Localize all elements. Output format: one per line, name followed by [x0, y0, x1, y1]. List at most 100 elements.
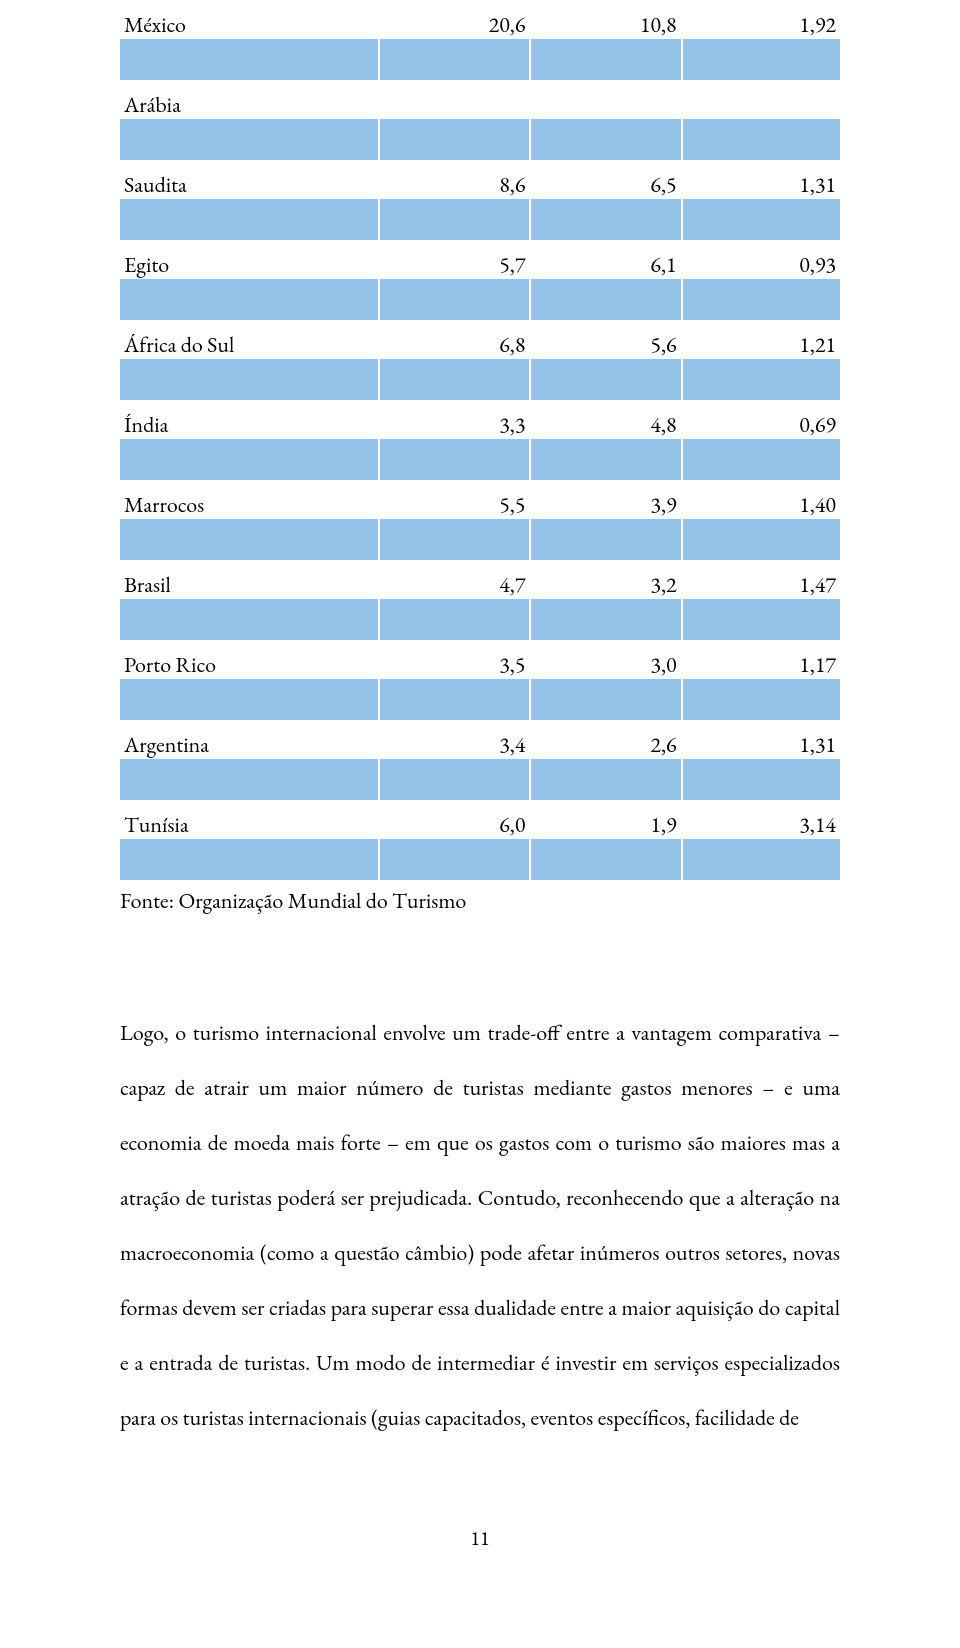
cell-col3: 10,8 [530, 0, 681, 39]
table-row-highlight [120, 679, 840, 720]
highlight-cell [379, 839, 530, 880]
highlight-cell [682, 519, 840, 560]
table-row-highlight [120, 199, 840, 240]
highlight-cell [682, 199, 840, 240]
cell-col3: 2,6 [530, 720, 681, 759]
cell-col3: 5,6 [530, 320, 681, 359]
cell-country: Argentina [120, 720, 379, 759]
body-paragraph: Logo, o turismo internacional envolve um… [120, 1005, 840, 1445]
highlight-cell [120, 199, 379, 240]
highlight-cell [379, 679, 530, 720]
body-text: Logo, o turismo internacional envolve um… [120, 1005, 840, 1445]
table-row: México20,610,81,92 [120, 0, 840, 39]
highlight-cell [379, 519, 530, 560]
page-number: 11 [120, 1525, 840, 1551]
cell-col3: 3,2 [530, 560, 681, 599]
table-row-highlight [120, 119, 840, 160]
table-row: Marrocos5,53,91,40 [120, 480, 840, 519]
highlight-cell [530, 119, 681, 160]
highlight-cell [120, 439, 379, 480]
table-row-highlight [120, 279, 840, 320]
cell-col3: 3,9 [530, 480, 681, 519]
highlight-cell [530, 839, 681, 880]
table-source: Fonte: Organização Mundial do Turismo [120, 886, 840, 915]
cell-country: Saudita [120, 160, 379, 199]
cell-col2 [379, 80, 530, 119]
table-row: Egito5,76,10,93 [120, 240, 840, 279]
cell-country: África do Sul [120, 320, 379, 359]
cell-col2: 8,6 [379, 160, 530, 199]
cell-col4: 1,31 [682, 720, 840, 759]
highlight-cell [379, 199, 530, 240]
cell-col3: 4,8 [530, 400, 681, 439]
cell-col3: 1,9 [530, 800, 681, 839]
highlight-cell [530, 439, 681, 480]
table-row-highlight [120, 599, 840, 640]
table-row: Saudita8,66,51,31 [120, 160, 840, 199]
cell-country: Porto Rico [120, 640, 379, 679]
cell-col4: 1,92 [682, 0, 840, 39]
cell-col4: 1,40 [682, 480, 840, 519]
cell-col4: 0,69 [682, 400, 840, 439]
cell-col2: 5,7 [379, 240, 530, 279]
highlight-cell [530, 199, 681, 240]
highlight-cell [682, 839, 840, 880]
highlight-cell [682, 279, 840, 320]
cell-col4: 1,21 [682, 320, 840, 359]
highlight-cell [530, 519, 681, 560]
cell-col3: 3,0 [530, 640, 681, 679]
highlight-cell [120, 519, 379, 560]
highlight-cell [682, 439, 840, 480]
highlight-cell [682, 39, 840, 80]
highlight-cell [530, 599, 681, 640]
cell-country: Tunísia [120, 800, 379, 839]
highlight-cell [379, 119, 530, 160]
data-table: México20,610,81,92 Arábia Saudita8,66,51… [120, 0, 840, 880]
highlight-cell [120, 759, 379, 800]
highlight-cell [379, 359, 530, 400]
table-row: Arábia [120, 80, 840, 119]
table-body: México20,610,81,92 Arábia Saudita8,66,51… [120, 0, 840, 880]
table-row-highlight [120, 839, 840, 880]
cell-country: Brasil [120, 560, 379, 599]
highlight-cell [682, 359, 840, 400]
highlight-cell [379, 39, 530, 80]
highlight-cell [379, 279, 530, 320]
table-row-highlight [120, 39, 840, 80]
table-row: Índia3,34,80,69 [120, 400, 840, 439]
cell-col3: 6,1 [530, 240, 681, 279]
cell-col2: 5,5 [379, 480, 530, 519]
highlight-cell [379, 599, 530, 640]
highlight-cell [120, 599, 379, 640]
table-row: Tunísia6,01,93,14 [120, 800, 840, 839]
table-row: Argentina3,42,61,31 [120, 720, 840, 759]
table-row-highlight [120, 759, 840, 800]
table-row-highlight [120, 359, 840, 400]
highlight-cell [120, 359, 379, 400]
table-row: Brasil4,73,21,47 [120, 560, 840, 599]
cell-country: México [120, 0, 379, 39]
highlight-cell [682, 119, 840, 160]
cell-country: Egito [120, 240, 379, 279]
highlight-cell [530, 279, 681, 320]
highlight-cell [682, 679, 840, 720]
highlight-cell [120, 119, 379, 160]
cell-country: Índia [120, 400, 379, 439]
highlight-cell [530, 679, 681, 720]
highlight-cell [120, 39, 379, 80]
cell-col3 [530, 80, 681, 119]
page-container: México20,610,81,92 Arábia Saudita8,66,51… [0, 0, 960, 1611]
highlight-cell [120, 839, 379, 880]
highlight-cell [682, 759, 840, 800]
cell-col2: 4,7 [379, 560, 530, 599]
highlight-cell [682, 599, 840, 640]
cell-col2: 6,8 [379, 320, 530, 359]
cell-col4: 0,93 [682, 240, 840, 279]
cell-col2: 20,6 [379, 0, 530, 39]
highlight-cell [120, 279, 379, 320]
cell-col4: 3,14 [682, 800, 840, 839]
highlight-cell [379, 759, 530, 800]
highlight-cell [530, 759, 681, 800]
cell-country: Marrocos [120, 480, 379, 519]
table-row: Porto Rico3,53,01,17 [120, 640, 840, 679]
